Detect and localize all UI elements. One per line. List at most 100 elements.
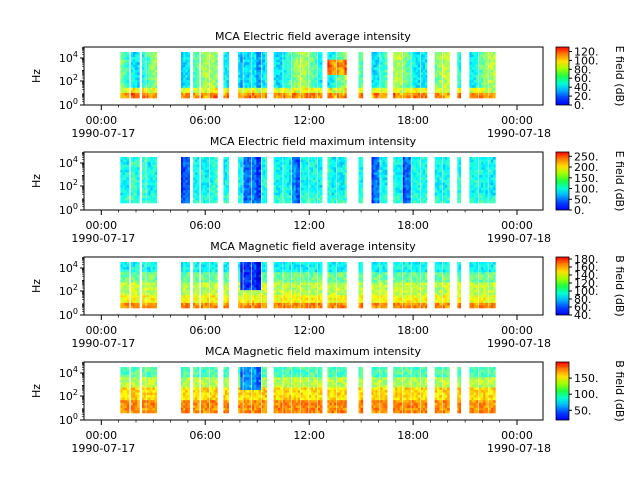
heatmap-cell (287, 162, 290, 165)
heatmap-cell (249, 185, 252, 188)
heatmap-cell (226, 87, 229, 91)
heatmap-cell (338, 52, 341, 55)
heatmap-cell (225, 64, 228, 68)
heatmap-cell (333, 174, 337, 178)
heatmap-cell (304, 164, 307, 168)
heatmap-cell (444, 95, 448, 99)
heatmap-cell (273, 72, 277, 76)
heatmap-cell (444, 67, 448, 71)
heatmap-cell (195, 174, 198, 178)
heatmap-cell (399, 164, 403, 168)
heatmap-cell (143, 195, 146, 199)
heatmap-cell (287, 80, 290, 83)
heatmap-cell (300, 54, 303, 58)
heatmap-cell (154, 297, 158, 301)
heatmap-cell (137, 95, 140, 99)
heatmap-cell (204, 57, 208, 60)
heatmap-cell (481, 180, 484, 183)
heatmap-cell (437, 174, 440, 178)
heatmap-cell (490, 177, 494, 181)
heatmap-cell (265, 92, 268, 96)
heatmap-cell (137, 295, 140, 299)
heatmap-cell (434, 190, 438, 194)
heatmap-cell (333, 87, 337, 91)
heatmap-cell (336, 195, 340, 199)
heatmap-cell (130, 167, 134, 171)
heatmap-cell (152, 177, 155, 181)
heatmap-cell (243, 77, 246, 81)
heatmap-cell (185, 197, 188, 201)
heatmap-cell (413, 169, 416, 173)
heatmap-cell (256, 52, 259, 55)
heatmap-cell (154, 195, 158, 199)
heatmap-cell (422, 177, 426, 181)
heatmap-cell (137, 262, 140, 265)
heatmap-cell (142, 302, 145, 306)
heatmap-cell (273, 180, 277, 183)
heatmap-cell (283, 72, 286, 76)
heatmap-cell (342, 69, 345, 73)
heatmap-cell (215, 75, 218, 78)
heatmap-cell (320, 167, 323, 171)
heatmap-cell (434, 92, 438, 96)
heatmap-cell (209, 195, 212, 199)
heatmap-cell (126, 159, 130, 163)
heatmap-cell (265, 69, 268, 73)
heatmap-cell (338, 180, 341, 183)
heatmap-cell (146, 267, 149, 270)
heatmap-cell (358, 185, 361, 188)
heatmap-cell (320, 57, 323, 60)
heatmap-cell (283, 190, 286, 194)
heatmap-cell (142, 75, 145, 78)
heatmap-cell (122, 162, 126, 165)
heatmap-cell (404, 190, 407, 194)
heatmap-cell (342, 159, 345, 163)
heatmap-cell (256, 180, 259, 183)
heatmap-cell (457, 174, 460, 178)
heatmap-cell (490, 187, 494, 191)
heatmap-cell (336, 172, 340, 176)
heatmap-cell (469, 69, 472, 73)
heatmap-cell (473, 200, 477, 204)
heatmap-cell (150, 174, 153, 178)
heatmap-cell (336, 52, 340, 55)
heatmap-cell (130, 295, 134, 299)
heatmap-cell (238, 197, 241, 201)
heatmap-cell (124, 77, 128, 81)
heatmap-cell (226, 190, 229, 194)
heatmap-cell (395, 54, 398, 58)
heatmap-cell (152, 95, 155, 99)
heatmap-cell (280, 195, 283, 199)
heatmap-cell (344, 62, 347, 66)
heatmap-cell (485, 172, 488, 176)
heatmap-cell (187, 279, 190, 283)
heatmap-cell (137, 185, 140, 188)
heatmap-cell (317, 180, 321, 183)
heatmap-cell (317, 69, 321, 73)
heatmap-cell (481, 200, 484, 204)
heatmap-cell (313, 159, 316, 163)
heatmap-cell (397, 172, 400, 176)
heatmap-cell (195, 195, 198, 199)
heatmap-cell (185, 159, 188, 163)
heatmap-cell (289, 197, 292, 201)
heatmap-cell (209, 80, 212, 83)
heatmap-cell (206, 169, 210, 173)
heatmap-cell (122, 292, 126, 296)
heatmap-cell (393, 192, 396, 196)
heatmap-cell (483, 195, 486, 199)
heatmap-cell (213, 180, 216, 183)
heatmap-cell (142, 95, 145, 99)
heatmap-cell (150, 187, 153, 191)
heatmap-cell (273, 190, 277, 194)
heatmap-cell (424, 195, 428, 199)
heatmap-cell (302, 85, 305, 89)
heatmap-cell (306, 67, 309, 71)
heatmap-cell (254, 164, 257, 168)
heatmap-cell (223, 95, 226, 99)
heatmap-cell (126, 90, 130, 94)
heatmap-cell (213, 172, 216, 176)
heatmap-cell (152, 200, 155, 204)
heatmap-cell (124, 305, 128, 309)
heatmap-cell (273, 59, 277, 63)
